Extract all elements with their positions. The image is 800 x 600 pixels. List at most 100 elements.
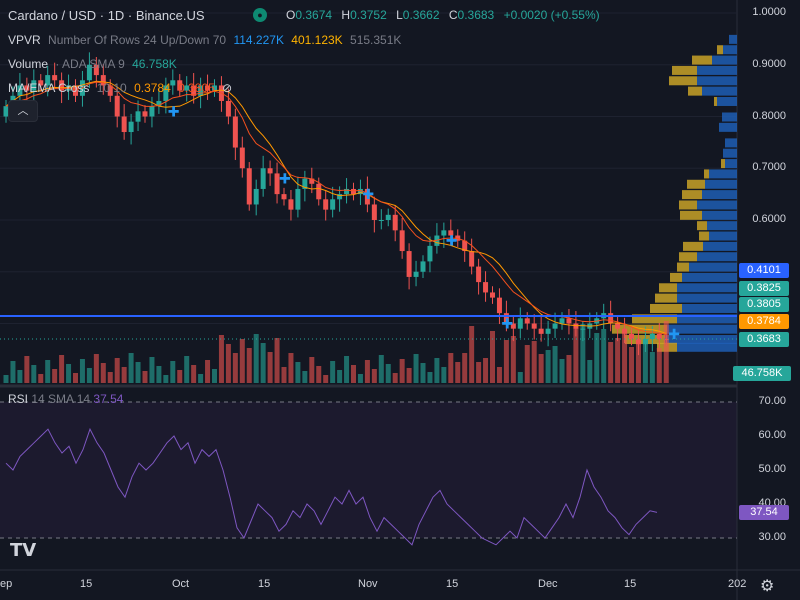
volume-bar [24,356,30,383]
price-tag: 0.3784 [739,314,789,329]
volume-profile-up-bar [707,221,737,231]
candle-body [198,85,204,96]
volume-profile-down-bar [679,252,697,262]
volume-profile-up-bar [677,293,737,303]
volume-profile-up-bar [677,283,737,293]
volume-bar [170,361,176,383]
volume-bar [3,375,9,383]
vpvr-params: Number Of Rows 24 Up/Down 70 [48,33,227,47]
volume-bar [31,365,37,383]
tradingview-logo-icon: TV [10,540,37,561]
time-axis-label: 15 [624,578,637,590]
volume-bar [302,371,308,383]
volume-profile-down-bar [669,76,697,86]
volume-bar [337,370,343,383]
candle-body [45,75,51,86]
volume-bar [448,353,454,383]
volume-profile-down-bar [650,303,682,313]
volume-bar [156,366,162,383]
candle-body [274,173,280,195]
volume-bar [566,355,572,383]
price-tag: 0.3805 [739,297,789,312]
volume-profile-up-bar [697,200,737,210]
candle-body [615,323,621,329]
candle-body [24,85,30,91]
candle-body [357,188,363,195]
volume-profile-up-bar [703,241,737,251]
volume-bar [441,367,447,383]
candle-body [344,188,350,195]
candle-body [100,75,106,86]
volume-bar [288,353,294,383]
volume-profile-down-bar [679,200,697,210]
ma-legend[interactable]: MA/EMA Cross 10 10 0.3784 0.3805 ⊘ [8,81,236,95]
volume-bar [316,366,322,383]
candle-body [239,147,245,169]
volume-bar [538,354,544,383]
volume-bar [663,321,669,383]
volume-profile-down-bar [612,324,667,334]
volume-params: · ADA SMA 9 [55,57,125,71]
candle-body [629,333,634,340]
price-axis-label: 1.0000 [752,6,786,18]
candle-body [490,292,495,298]
chevron-up-icon[interactable]: ︿ [8,100,38,122]
hide-icon[interactable]: ⊘ [222,81,233,95]
volume-profile-down-bar [699,231,709,241]
ma-params: 10 10 [96,81,127,95]
gear-icon[interactable]: ⚙ [760,578,775,595]
ma-value-1: 0.3784 [134,81,171,95]
candle-body [156,100,162,107]
volume-bar [38,374,44,383]
volume-bar [107,372,113,383]
volume-bar [59,355,65,383]
volume-bar [392,373,398,383]
candle-body [3,106,9,117]
candle-body [149,106,155,117]
volume-profile-up-bar [702,190,737,200]
rsi-band [0,402,737,538]
ohlc-readout: O0.3674 H0.3752 L0.3662 C0.3683 +0.0020 … [286,8,606,22]
volume-bar [114,358,120,383]
volume-bar [608,342,614,383]
candle-body [371,204,377,220]
volume-legend[interactable]: Volume · ADA SMA 9 46.758K [8,57,181,71]
volume-bar [406,368,412,383]
volume-bar [510,336,516,383]
candle-body [323,199,329,210]
price-tag: 0.3825 [739,281,789,296]
candle-body [38,80,44,86]
volume-profile-down-bar [655,293,677,303]
candle-body [246,168,252,205]
volume-profile-down-bar [692,55,712,65]
candle-body [448,230,454,236]
volume-bar [163,375,169,383]
candle-body [552,323,558,329]
volume-bar [225,344,231,383]
candle-body [531,323,537,329]
ma-line [5,80,667,334]
volume-bar [573,328,579,383]
vpvr-legend[interactable]: VPVR Number Of Rows 24 Up/Down 70 114.22… [8,33,405,47]
volume-bar [545,350,551,383]
candle-body [267,168,273,174]
candle-body [427,245,433,262]
candle-body [135,111,141,122]
time-axis-label: ep [0,578,13,590]
ma-name: MA/EMA Cross [8,81,90,95]
volume-profile-up-bar [667,324,737,334]
volume-bar [17,370,23,383]
vpvr-total: 515.351K [350,33,402,47]
candle-body [635,339,641,345]
volume-bar [10,361,16,383]
cross-marker-icon: ✚ [362,187,374,203]
volume-bar [212,369,217,383]
eye-icon[interactable]: ● [253,8,267,22]
volume-profile-down-bar [717,45,723,55]
rsi-legend[interactable]: RSI 14 SMA 14 37.54 [8,392,123,406]
volume-bar [552,346,558,383]
rsi-tag: 37.54 [739,505,789,520]
volume-tag: 46.758K [733,366,791,381]
candle-body [399,230,405,252]
